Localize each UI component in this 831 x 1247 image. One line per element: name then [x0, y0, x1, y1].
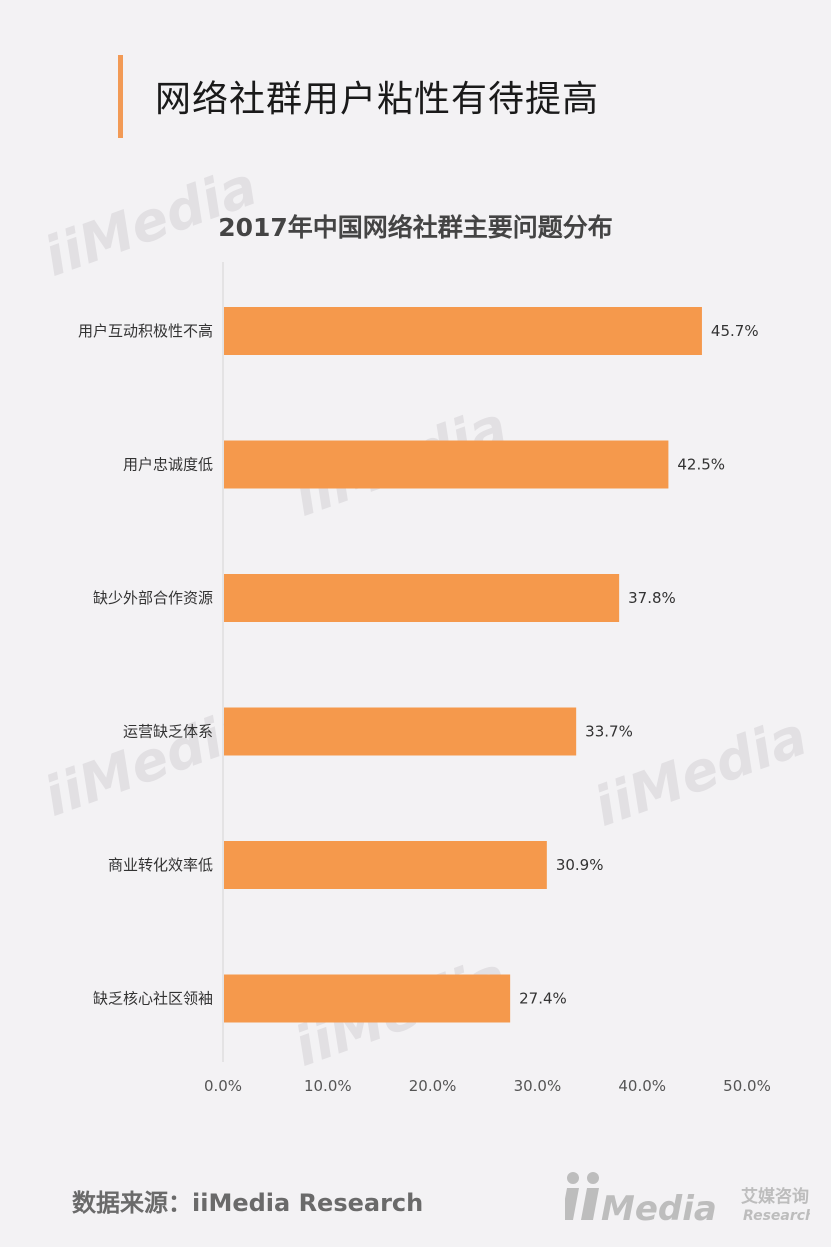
bar — [224, 841, 547, 889]
logo-dot-icon — [587, 1172, 599, 1184]
x-tick-label: 20.0% — [409, 1077, 457, 1095]
x-tick-label: 10.0% — [304, 1077, 352, 1095]
logo-i-icon — [565, 1188, 579, 1220]
iimedia-logo: Media 艾媒咨询 Research — [565, 1172, 810, 1228]
x-tick-label: 30.0% — [514, 1077, 562, 1095]
data-label: 30.9% — [556, 856, 604, 874]
bar — [224, 307, 702, 355]
x-tick-label: 40.0% — [618, 1077, 666, 1095]
category-label: 用户忠诚度低 — [123, 456, 213, 474]
bar — [224, 440, 669, 489]
category-label: 用户互动积极性不高 — [78, 322, 213, 340]
x-tick-label: 50.0% — [723, 1077, 771, 1095]
data-label: 27.4% — [519, 990, 567, 1008]
category-label: 运营缺乏体系 — [123, 723, 213, 741]
category-label: 商业转化效率低 — [108, 856, 213, 874]
bar — [224, 974, 511, 1023]
page-title: 网络社群用户粘性有待提高 — [155, 79, 600, 120]
data-label: 42.5% — [677, 456, 725, 474]
data-source: 数据来源：iiMedia Research — [72, 1189, 424, 1217]
bar — [224, 574, 620, 622]
logo-i-icon — [581, 1188, 599, 1220]
data-label: 37.8% — [628, 589, 676, 607]
bar — [224, 707, 577, 756]
category-label: 缺少外部合作资源 — [93, 589, 213, 607]
data-label: 45.7% — [711, 322, 759, 340]
svg-text:Research: Research — [743, 1208, 810, 1224]
title-accent-bar — [118, 55, 123, 138]
category-label: 缺乏核心社区领袖 — [93, 990, 213, 1008]
svg-text:艾媒咨询: 艾媒咨询 — [741, 1186, 809, 1207]
x-tick-label: 0.0% — [204, 1077, 242, 1095]
svg-text:Media: Media — [601, 1189, 717, 1228]
chart-title: 2017年中国网络社群主要问题分布 — [218, 213, 613, 242]
data-label: 33.7% — [585, 723, 633, 741]
logo-dot-icon — [567, 1172, 579, 1184]
